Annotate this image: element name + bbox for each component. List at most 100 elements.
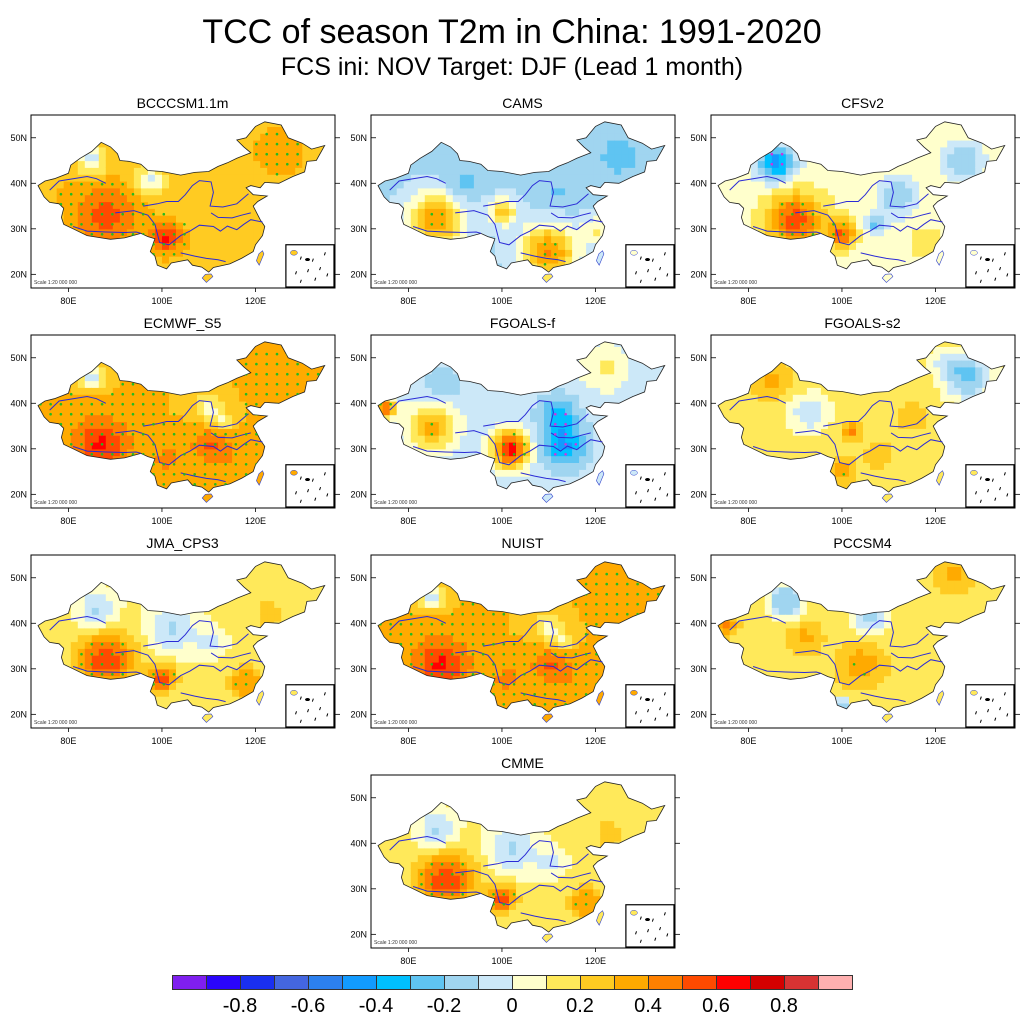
field-cell — [750, 126, 759, 134]
field-cell — [996, 146, 1004, 155]
field-cell — [431, 476, 440, 484]
field-cell — [718, 140, 724, 148]
stipple-dot — [183, 432, 186, 436]
field-cell — [239, 263, 247, 271]
field-cell — [996, 153, 1004, 162]
stipple-dot — [131, 362, 135, 366]
field-cell — [42, 373, 51, 382]
field-cell — [84, 174, 93, 182]
field-cell — [806, 174, 815, 182]
field-cell — [898, 235, 906, 243]
field-cell — [933, 181, 941, 189]
field-cell — [530, 167, 538, 175]
field-cell — [459, 483, 468, 491]
field-cell — [424, 160, 433, 168]
stipple-dot — [172, 362, 176, 366]
field-cell — [274, 407, 282, 416]
field-cell — [743, 215, 752, 223]
field-cell — [396, 242, 405, 250]
field-cell — [225, 146, 233, 155]
stipple-dot — [780, 223, 784, 226]
field-cell — [480, 201, 489, 209]
field-cell — [856, 269, 864, 273]
field-cell — [424, 394, 433, 402]
field-cell — [417, 483, 426, 491]
field-cell — [806, 126, 815, 134]
field-cell — [140, 263, 149, 271]
field-cell — [614, 269, 622, 273]
stipple-dot — [265, 493, 268, 496]
field-cell — [551, 208, 559, 216]
field-cell — [628, 140, 636, 148]
field-cell — [820, 208, 829, 216]
field-cell — [389, 341, 398, 347]
stipple-dot — [172, 483, 176, 486]
field-cell — [112, 476, 121, 484]
field-cell — [473, 160, 482, 168]
field-cell — [975, 140, 983, 148]
field-cell — [856, 174, 864, 182]
field-cell — [63, 215, 72, 223]
stipple-dot — [59, 422, 63, 426]
stipple-dot — [91, 493, 94, 496]
field-cell — [162, 249, 170, 257]
field-cell — [572, 174, 580, 182]
field-cell — [260, 483, 268, 491]
field-cell — [722, 160, 731, 168]
field-cell — [452, 428, 461, 436]
field-cell — [281, 160, 289, 168]
field-cell — [112, 121, 121, 127]
field-cell — [729, 269, 738, 273]
stipple-dot — [59, 473, 63, 476]
field-cell — [764, 249, 773, 257]
stipple-dot — [152, 422, 155, 426]
field-cell — [204, 140, 212, 148]
field-cell — [466, 263, 475, 271]
field-cell — [105, 353, 114, 361]
field-cell — [218, 421, 226, 429]
field-cell — [572, 160, 580, 168]
field-cell — [926, 146, 934, 155]
field-cell — [112, 126, 121, 134]
field-cell — [232, 235, 240, 243]
field-cell — [295, 181, 303, 189]
field-cell — [169, 194, 177, 203]
field-cell — [225, 121, 233, 127]
field-cell — [919, 167, 927, 175]
field-cell — [1003, 153, 1005, 162]
field-cell — [56, 360, 65, 368]
field-cell — [295, 228, 303, 237]
field-cell — [225, 380, 233, 388]
field-cell — [743, 242, 752, 250]
field-cell — [649, 187, 657, 196]
field-cell — [140, 341, 149, 347]
field-cell — [126, 222, 135, 230]
field-cell — [239, 442, 247, 450]
field-cell — [771, 187, 780, 196]
field-cell — [147, 489, 156, 493]
country-border — [37, 341, 326, 493]
field-cell — [947, 277, 955, 284]
field-cell — [154, 414, 163, 423]
field-cell — [246, 360, 254, 368]
field-cell — [516, 235, 524, 243]
field-cell — [736, 249, 745, 257]
field-cell — [785, 249, 794, 257]
field-cell — [42, 263, 51, 271]
field-cell — [302, 421, 310, 429]
stipple-dot — [131, 202, 135, 206]
field-cell — [410, 174, 419, 182]
panel-title: CFSv2 — [841, 95, 884, 111]
field-cell — [190, 242, 198, 250]
field-cell — [403, 187, 412, 196]
field-cell — [628, 194, 636, 203]
field-cell — [84, 269, 93, 273]
field-cell — [750, 194, 759, 203]
field-cell — [70, 421, 79, 429]
field-cell — [600, 208, 608, 216]
field-cell — [509, 187, 517, 196]
field-cell — [309, 146, 317, 155]
field-cell — [614, 140, 622, 148]
field-cell — [425, 277, 433, 284]
